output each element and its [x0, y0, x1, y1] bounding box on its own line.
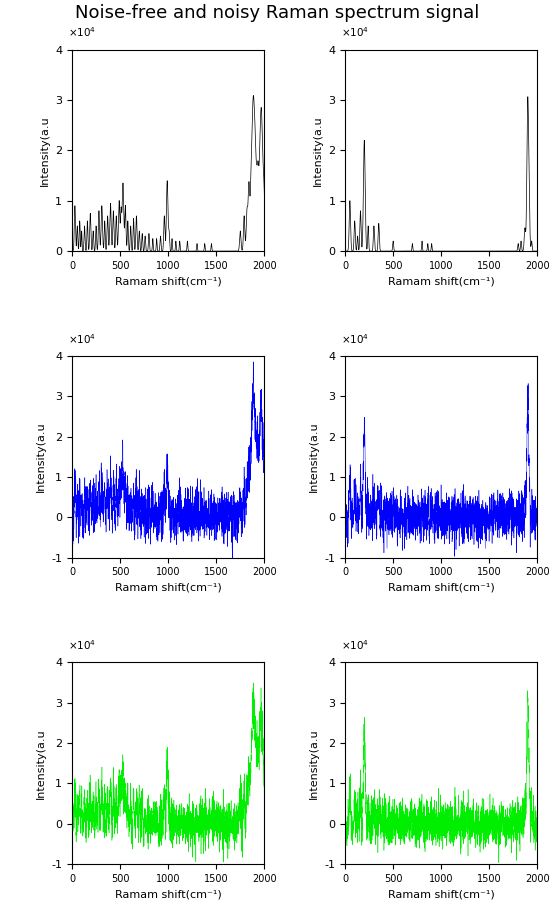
Y-axis label: Intensity(a.u: Intensity(a.u [36, 728, 46, 798]
Y-axis label: Intensity(a.u: Intensity(a.u [40, 115, 50, 185]
Text: $\times10^4$: $\times10^4$ [68, 638, 96, 652]
X-axis label: Ramam shift(cm⁻¹): Ramam shift(cm⁻¹) [388, 889, 495, 899]
X-axis label: Ramam shift(cm⁻¹): Ramam shift(cm⁻¹) [388, 583, 495, 593]
X-axis label: Ramam shift(cm⁻¹): Ramam shift(cm⁻¹) [388, 276, 495, 286]
Y-axis label: Intensity(a.u: Intensity(a.u [309, 728, 319, 798]
Text: $\times10^4$: $\times10^4$ [341, 638, 370, 652]
Text: $\times10^4$: $\times10^4$ [68, 332, 96, 346]
X-axis label: Ramam shift(cm⁻¹): Ramam shift(cm⁻¹) [115, 583, 222, 593]
Y-axis label: Intensity(a.u: Intensity(a.u [312, 115, 322, 185]
Text: b: b [553, 614, 554, 632]
Text: a: a [553, 308, 554, 326]
Y-axis label: Intensity(a.u: Intensity(a.u [36, 421, 46, 492]
Text: $\times10^4$: $\times10^4$ [341, 25, 370, 40]
Text: $\times10^4$: $\times10^4$ [68, 25, 96, 40]
Text: Noise-free and noisy Raman spectrum signal: Noise-free and noisy Raman spectrum sign… [75, 4, 479, 22]
X-axis label: Ramam shift(cm⁻¹): Ramam shift(cm⁻¹) [115, 889, 222, 899]
Text: $\times10^4$: $\times10^4$ [341, 332, 370, 346]
X-axis label: Ramam shift(cm⁻¹): Ramam shift(cm⁻¹) [115, 276, 222, 286]
Y-axis label: Intensity(a.u: Intensity(a.u [309, 421, 319, 492]
